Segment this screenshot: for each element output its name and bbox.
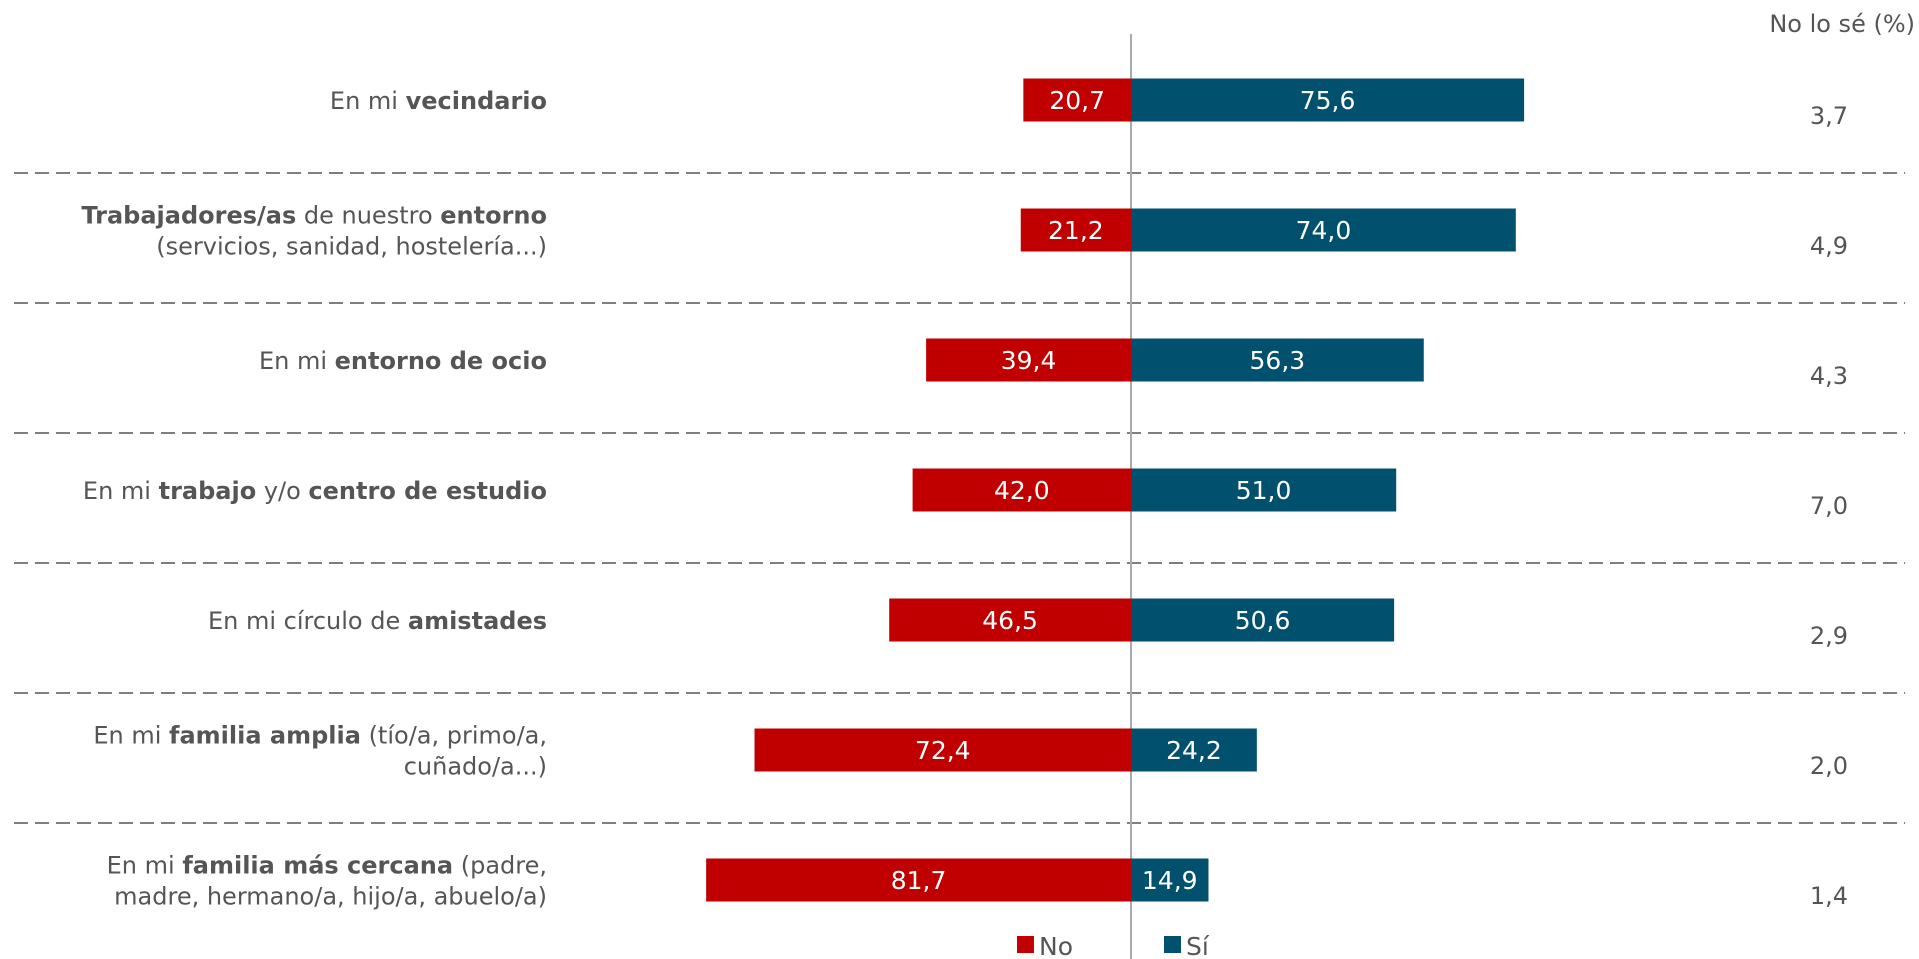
bar-no-value-label: 21,2 [1048,216,1104,245]
chart-row: En mi familia más cercana (padre, madre, … [107,852,1848,911]
bar-si-value-label: 74,0 [1296,216,1352,245]
category-label-segment: En mi [107,852,183,880]
category-label-segment: entorno [440,202,547,230]
legend: No Sí [1017,932,1210,959]
category-label-segment: (servicios, sanidad, hostelería...) [156,233,547,261]
category-label-segment: amistades [408,607,547,635]
no-lo-se-value: 7,0 [1810,492,1848,520]
bar-no [926,338,1131,382]
chart-row: En mi trabajo y/o centro de estudio 42,0 5… [83,468,1848,520]
category-label-segment: entorno de ocio [335,347,547,375]
bar-si [1131,468,1397,512]
category-label: En mi círculo de amistades [208,607,547,635]
category-label-segment: de nuestro [296,202,440,230]
legend-swatch [1017,936,1034,953]
chart-row: Trabajadores/as de nuestro entorno (servi… [81,202,1848,261]
bar-si-value-label: 56,3 [1250,346,1306,375]
bar-no [1023,78,1131,122]
category-label: En mi familia más cercana (padre, madre, … [107,852,547,911]
bar-si [1131,208,1516,252]
bar-no-value-label: 42,0 [994,476,1050,505]
bar-si [1131,338,1424,382]
bar-no [912,468,1131,512]
chart-row: En mi entorno de ocio 39,4 56,3 4,3 [259,338,1848,390]
bar-si-value-label: 14,9 [1142,866,1198,895]
category-label-segment: vecindario [406,87,547,115]
no-lo-se-value: 4,3 [1810,362,1848,390]
bar-si [1131,598,1395,642]
category-label-segment: trabajo [159,477,257,505]
bar-no-value-label: 72,4 [915,736,971,765]
category-label: En mi familia amplia (tío/a, primo/a, cuñ… [93,722,547,781]
no-lo-se-value: 3,7 [1810,102,1848,130]
category-label-segment: En mi [330,87,406,115]
category-label-segment: familia más cercana [182,852,453,880]
legend-label: No [1039,932,1073,959]
chart-row: En mi vecindario 20,7 75,6 3,7 [330,78,1848,130]
bar-si-value-label: 75,6 [1300,86,1356,115]
category-label-segment: (padre, [453,852,547,880]
bar-no [754,728,1131,772]
no-lo-se-value: 2,0 [1810,752,1848,780]
category-label-segment: y/o [256,477,308,505]
category-label-segment: cuñado/a...) [404,753,547,781]
category-label-segment: familia amplia [169,722,361,750]
category-label-segment: En mi [93,722,169,750]
category-label-segment: En mi círculo de [208,607,408,635]
category-label: En mi vecindario [330,87,547,115]
legend-item: No [1017,932,1073,959]
bar-no [1020,208,1131,252]
category-label: En mi trabajo y/o centro de estudio [83,477,547,505]
bar-no-value-label: 46,5 [982,606,1038,635]
bar-si [1131,78,1525,122]
legend-swatch [1164,936,1181,953]
category-label-segment: Trabajadores/as [81,202,296,230]
category-label-segment: madre, hermano/a, hijo/a, abuelo/a) [114,883,547,911]
bar-no [706,858,1131,902]
bar-si-value-label: 50,6 [1235,606,1291,635]
no-lo-se-value: 2,9 [1810,622,1848,650]
chart-rows: En mi vecindario 20,7 75,6 3,7 Trabajadores/… [81,78,1848,911]
bar-si-value-label: 24,2 [1166,736,1222,765]
category-label: Trabajadores/as de nuestro entorno (servi… [81,202,547,261]
bar-si-value-label: 51,0 [1236,476,1292,505]
category-label-segment: En mi [83,477,159,505]
category-label-segment: (tío/a, primo/a, [361,722,547,750]
no-lo-se-header: No lo sé (%) [1769,10,1915,38]
bar-si [1131,728,1257,772]
bar-no [889,598,1131,642]
bar-si [1131,858,1209,902]
legend-label: Sí [1186,932,1210,959]
row-separators [14,172,1905,824]
no-lo-se-value: 1,4 [1810,882,1848,910]
chart-row: En mi familia amplia (tío/a, primo/a, cuñ… [93,722,1848,781]
category-label-segment: En mi [259,347,335,375]
bar-no-value-label: 81,7 [891,866,947,895]
bar-no-value-label: 39,4 [1001,346,1057,375]
bar-no-value-label: 20,7 [1049,86,1105,115]
category-label: En mi entorno de ocio [259,347,547,375]
no-lo-se-value: 4,9 [1810,232,1848,260]
category-label-segment: centro de estudio [308,477,547,505]
chart-row: En mi círculo de amistades 46,5 50,6 2,9 [208,598,1848,650]
legend-item: Sí [1164,932,1210,959]
